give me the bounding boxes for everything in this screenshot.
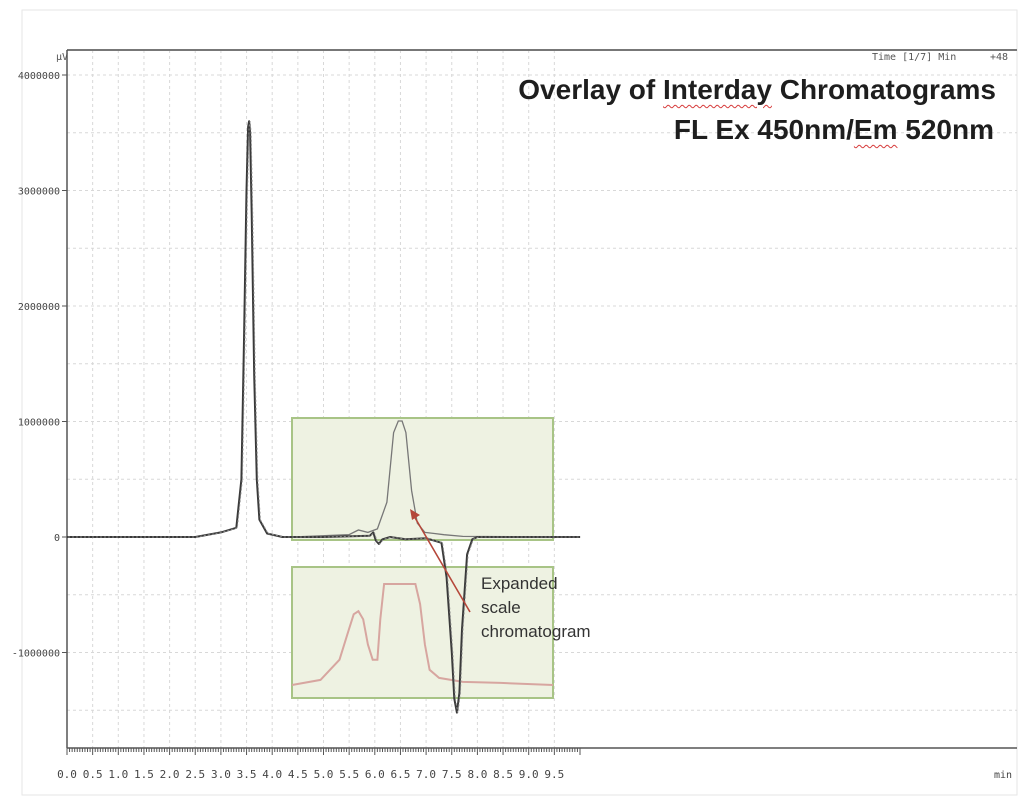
- x-tick-label: 3.0: [211, 768, 231, 781]
- inset-upper-trace: [291, 420, 554, 538]
- x-tick-label: 3.5: [237, 768, 257, 781]
- x-tick-label: 4.5: [288, 768, 308, 781]
- series-line: [67, 120, 580, 714]
- annotation-arrow-head: [410, 509, 420, 520]
- axes: 0.0 0.5 1.0 1.5 2.0 2.5 3.0 3.5 4.0 4.5 5.0 5.5 6.0 6…: [12, 49, 1017, 781]
- header-count-label: +48: [990, 52, 1009, 63]
- title-part: 520nm: [897, 114, 994, 145]
- x-tick-label: 7.0: [416, 768, 436, 781]
- x-tick-label: 8.5: [493, 768, 513, 781]
- x-tick-label: 8.0: [467, 768, 487, 781]
- x-axis-label: min: [994, 770, 1012, 781]
- x-tick-label: 0.5: [83, 768, 103, 781]
- inset-lower-box: [291, 566, 554, 699]
- header-time-label: Time [1/7] Min: [872, 52, 957, 63]
- y-tick-label: 1000000: [18, 418, 60, 429]
- x-tick-label: 2.0: [160, 768, 180, 781]
- y-tick-label: 0: [54, 533, 60, 544]
- x-tick-label: 1.5: [134, 768, 154, 781]
- y-tick-label: 2000000: [18, 302, 60, 313]
- title-part: Chromatograms: [771, 74, 996, 105]
- y-tick-label: -1000000: [12, 649, 60, 660]
- annotation-line: scale: [481, 598, 521, 617]
- chart-title: Overlay of Interday Chromatograms FL Ex …: [518, 70, 996, 150]
- title-part-underlined: Em: [853, 114, 898, 145]
- grid-lines: [66, 50, 1017, 748]
- title-line-2: FL Ex 450nm/Em 520nm: [518, 110, 994, 150]
- x-tick-label: 9.0: [519, 768, 539, 781]
- x-tick-label: 5.0: [314, 768, 334, 781]
- annotation-line: Expanded: [481, 574, 558, 593]
- title-part: Overlay of: [518, 74, 664, 105]
- inset-upper-box: [291, 417, 554, 541]
- y-tick-label: 3000000: [18, 187, 60, 198]
- title-part-underlined: Interday: [663, 74, 772, 105]
- x-tick-label: 1.0: [108, 768, 128, 781]
- x-tick-label: 9.5: [544, 768, 564, 781]
- x-tick-label: 5.5: [339, 768, 359, 781]
- annotation-arrow: [410, 509, 471, 613]
- x-tick-label: 2.5: [185, 768, 205, 781]
- x-tick-label: 4.0: [262, 768, 282, 781]
- series-layer: [67, 120, 581, 714]
- x-tick-label: 6.0: [365, 768, 385, 781]
- y-axis-unit-label: µV: [56, 52, 69, 63]
- inset-lower-trace: [291, 583, 554, 686]
- x-tick-label: 6.5: [391, 768, 411, 781]
- annotation-arrow-line: [413, 515, 471, 613]
- expanded-insets: [291, 417, 554, 699]
- annotation-text: Expanded scale chromatogram: [481, 572, 641, 644]
- title-part: FL Ex 450nm/: [673, 114, 854, 145]
- x-tick-label: 7.5: [442, 768, 462, 781]
- annotation-line: chromatogram: [481, 622, 591, 641]
- series-line-overlay: [68, 121, 581, 713]
- x-tick-label: 0.0: [57, 768, 77, 781]
- title-line-1: Overlay of Interday Chromatograms: [518, 70, 996, 110]
- y-tick-label: 4000000: [18, 71, 60, 82]
